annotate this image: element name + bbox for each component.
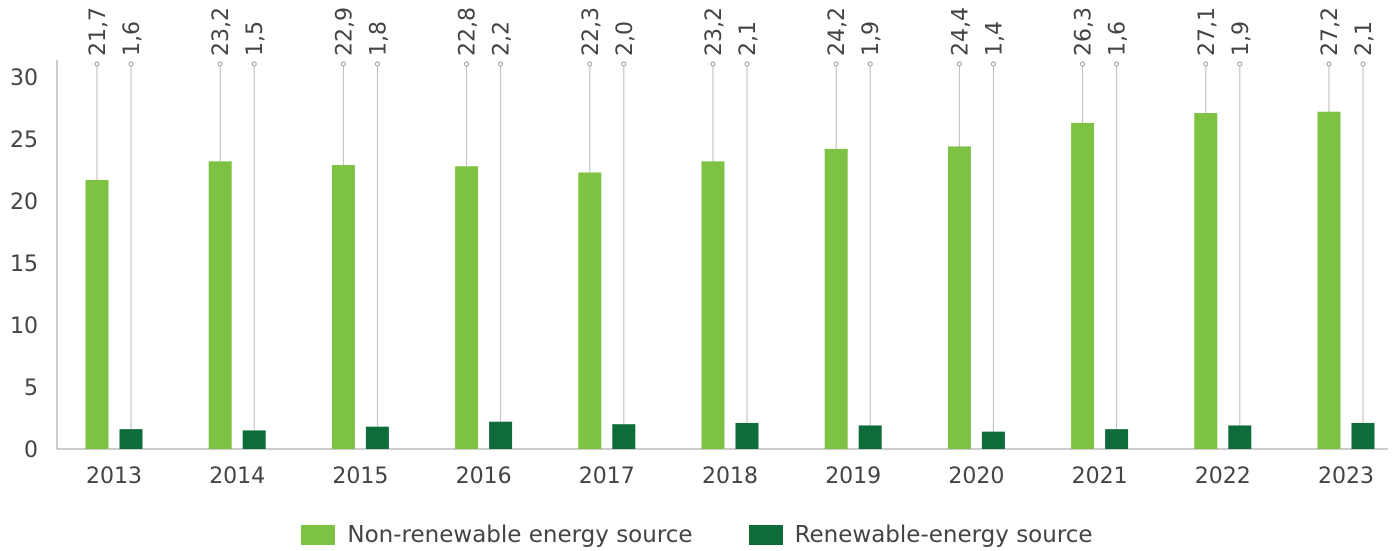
leader-dot [990, 61, 996, 67]
data-label: 23,2 [702, 7, 727, 56]
x-tick-label: 2019 [825, 464, 881, 489]
leader-dot [867, 61, 873, 67]
data-label: 27,2 [1318, 7, 1343, 56]
data-label: 22,9 [332, 7, 357, 56]
bar-non-renewable [1194, 112, 1218, 450]
leader-dot [128, 61, 134, 67]
x-tick-label: 2018 [702, 464, 758, 489]
leader-dot [1360, 61, 1366, 67]
data-label: 1,9 [859, 21, 884, 56]
bar-renewable [612, 424, 636, 449]
leader-dot [1326, 61, 1332, 67]
data-label: 24,2 [825, 7, 850, 56]
data-label: 22,8 [456, 7, 481, 56]
bar-non-renewable [947, 146, 971, 449]
legend-label-non-renewable: Non-renewable energy source [347, 522, 693, 548]
leader-dot [94, 61, 100, 67]
data-label: 2,2 [490, 21, 515, 56]
legend-swatch-renewable [748, 525, 783, 545]
data-label: 23,2 [209, 7, 234, 56]
bar-non-renewable [455, 166, 479, 449]
bar-renewable [489, 421, 513, 449]
leader-dot [621, 61, 627, 67]
bar-renewable [242, 430, 266, 449]
y-tick-label: 25 [10, 128, 38, 153]
data-label: 1,4 [982, 21, 1007, 56]
bar-non-renewable [85, 179, 109, 450]
data-label: 26,3 [1072, 7, 1097, 56]
x-tick-label: 2022 [1195, 464, 1251, 489]
bar-non-renewable [1317, 111, 1341, 449]
bar-non-renewable [701, 161, 725, 449]
data-label: 21,7 [86, 7, 111, 56]
data-label: 2,0 [613, 21, 638, 56]
bar-renewable [735, 422, 759, 449]
y-tick-label: 0 [24, 438, 38, 463]
leader-dot [374, 61, 380, 67]
x-tick-label: 2014 [209, 464, 265, 489]
bar-renewable [119, 429, 143, 449]
bar-renewable [1105, 429, 1129, 449]
leader-dot [1203, 61, 1209, 67]
leader-dot [833, 61, 839, 67]
bar-renewable [1228, 425, 1252, 449]
legend-swatch-non-renewable [301, 525, 336, 545]
leader-dot [710, 61, 716, 67]
x-tick-label: 2020 [948, 464, 1004, 489]
data-label: 22,3 [579, 7, 604, 56]
leader-dot [1114, 61, 1120, 67]
x-tick-label: 2016 [456, 464, 512, 489]
bar-non-renewable [578, 172, 602, 450]
leader-dot [251, 61, 257, 67]
leader-dot [1237, 61, 1243, 67]
bar-renewable [1351, 422, 1375, 449]
legend-label-renewable: Renewable-energy source [794, 522, 1093, 548]
y-tick-label: 30 [10, 66, 38, 91]
leader-dot [587, 61, 593, 67]
leader-dot [744, 61, 750, 67]
data-label: 1,9 [1229, 21, 1254, 56]
data-label: 1,5 [243, 21, 268, 56]
x-tick-label: 2013 [86, 464, 142, 489]
data-label: 27,1 [1195, 7, 1220, 56]
leader-dot [464, 61, 470, 67]
x-tick-label: 2023 [1318, 464, 1374, 489]
bar-non-renewable [1071, 122, 1095, 449]
bar-renewable [365, 426, 389, 449]
leader-dot [498, 61, 504, 67]
data-label: 2,1 [736, 21, 761, 56]
bar-renewable [858, 425, 882, 449]
y-tick-label: 5 [24, 376, 38, 401]
data-label: 1,8 [366, 21, 391, 56]
legend-item-non-renewable: Non-renewable energy source [301, 522, 693, 548]
bar-chart-plot: 0 5 10 15 20 25 30 21,7 1,6 2013 23,2 1,5 2014 22,9 1,… [10, 7, 1388, 489]
leader-dot [217, 61, 223, 67]
data-label: 24,4 [948, 7, 973, 56]
chart-legend: Non-renewable energy source Renewable-en… [0, 519, 1394, 551]
bar-non-renewable [824, 148, 848, 450]
bar-non-renewable [208, 161, 232, 449]
data-label: 1,6 [1106, 21, 1131, 56]
y-tick-label: 10 [10, 314, 38, 339]
bar-renewable [981, 431, 1005, 449]
data-label: 2,1 [1352, 21, 1377, 56]
y-tick-label: 20 [10, 190, 38, 215]
x-tick-label: 2015 [332, 464, 388, 489]
x-tick-label: 2021 [1072, 464, 1128, 489]
leader-dot [956, 61, 962, 67]
bar-non-renewable [331, 165, 355, 450]
leader-dot [1080, 61, 1086, 67]
x-tick-label: 2017 [579, 464, 635, 489]
legend-item-renewable: Renewable-energy source [748, 522, 1093, 548]
y-tick-label: 15 [10, 252, 38, 277]
leader-dot [340, 61, 346, 67]
data-label: 1,6 [120, 21, 145, 56]
